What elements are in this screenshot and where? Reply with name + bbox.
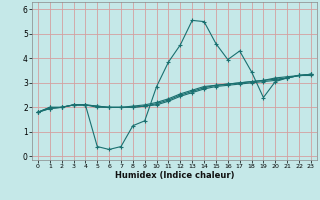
X-axis label: Humidex (Indice chaleur): Humidex (Indice chaleur) (115, 171, 234, 180)
